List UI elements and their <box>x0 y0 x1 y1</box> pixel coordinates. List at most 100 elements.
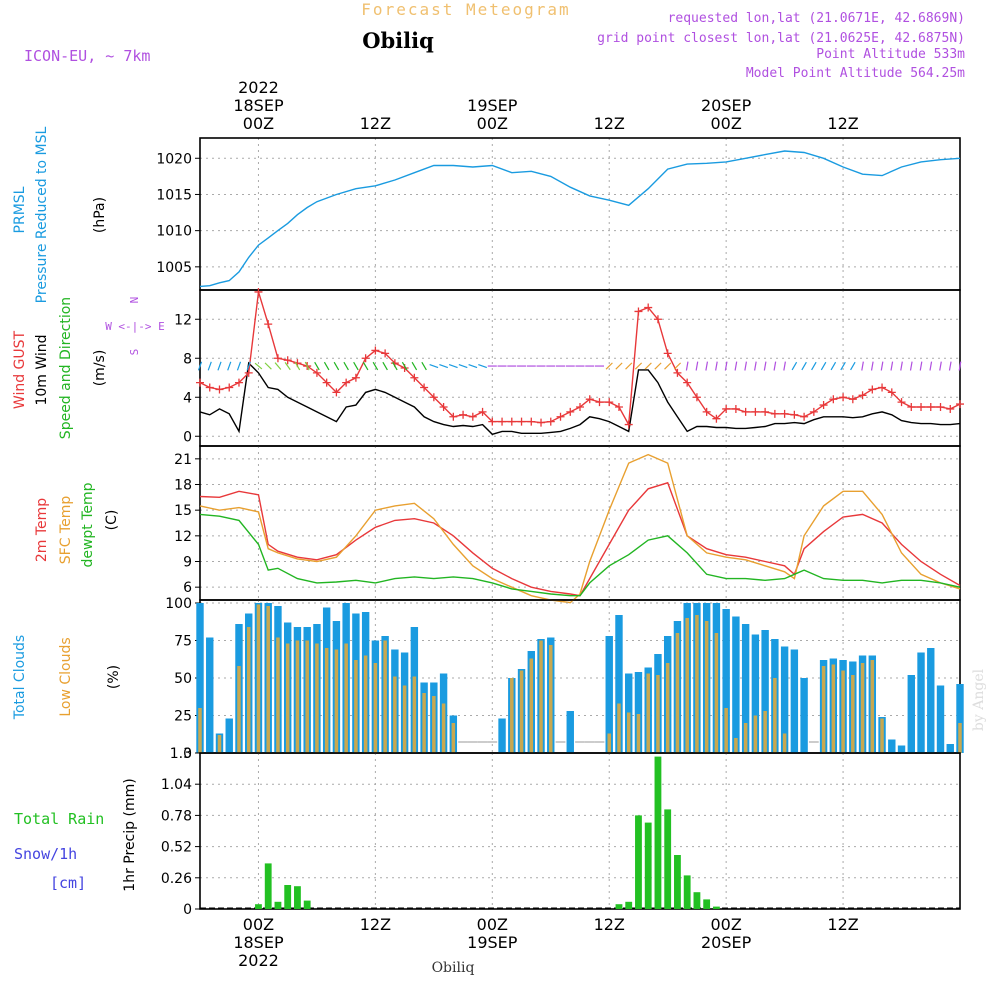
prmsl-label: PRMSL <box>12 186 28 233</box>
pct-label: (%) <box>106 665 122 689</box>
top-tick-label: 12Z <box>360 114 391 133</box>
rain-bar <box>284 885 292 909</box>
wind-direction-arrow <box>343 361 349 371</box>
gust-marker <box>381 349 390 358</box>
low-clouds-bar <box>432 696 436 753</box>
gust-marker <box>342 378 351 387</box>
wind-direction-arrow <box>744 361 748 371</box>
low-clouds-bar <box>324 648 329 753</box>
gust-marker <box>595 398 604 407</box>
low-clouds-bar <box>256 604 261 753</box>
wind-direction-arrow <box>900 361 903 371</box>
y-tick-label: 1010 <box>156 224 192 240</box>
bottom-tick-label: 00Z <box>710 915 741 934</box>
chart-title: Forecast Meteogram <box>361 0 570 19</box>
gust-marker <box>683 378 692 387</box>
gust-marker <box>897 398 906 407</box>
wind-direction-arrow <box>644 362 652 370</box>
y-tick-label: 75 <box>174 634 192 650</box>
rain-bar <box>274 901 282 909</box>
gust-marker <box>917 403 926 411</box>
dewpt-line <box>199 513 961 597</box>
watermark: by Angel <box>971 668 987 731</box>
total-clouds-bar <box>888 739 896 753</box>
prmsl-long-label: Pressure Reduced to MSL <box>34 126 50 303</box>
wind-direction-arrow <box>197 361 203 371</box>
low-clouds-bar <box>626 712 631 753</box>
wind-direction-arrow <box>724 361 728 371</box>
total-clouds-bar <box>196 603 204 753</box>
gust-marker <box>751 407 760 416</box>
low-clouds-bar <box>734 738 738 753</box>
sfc-label: SFC Temp <box>58 496 74 565</box>
y-tick-label: 9 <box>183 555 192 571</box>
bottom-year-label: 2022 <box>238 951 279 970</box>
compass-rose: N W <-|-> E S <box>105 297 165 356</box>
panel-frame <box>199 752 961 910</box>
top-tick-label: 12Z <box>827 114 858 133</box>
dewpt-label: dewpt Temp <box>80 482 96 567</box>
gust-marker <box>887 388 896 397</box>
low-clouds-bar <box>451 723 456 753</box>
gust-marker <box>546 417 555 426</box>
gust-marker <box>576 403 584 411</box>
total-clouds-bar <box>936 685 945 753</box>
gust-marker <box>361 354 370 363</box>
gust-marker <box>556 412 565 421</box>
gust-marker <box>663 349 672 358</box>
gust-marker <box>537 418 546 427</box>
gust-marker <box>449 412 458 421</box>
gust-marker <box>936 403 945 411</box>
low-clouds-bar <box>714 633 719 753</box>
low-clouds-bar <box>276 637 280 753</box>
low-clouds-bar <box>246 627 251 753</box>
wind-direction-arrow <box>246 361 251 371</box>
wind-direction-arrow <box>294 361 301 371</box>
wind-direction-arrow <box>392 361 398 371</box>
low-clouds-bar <box>773 678 777 753</box>
wind-direction-arrow <box>304 361 310 371</box>
rain-bar <box>644 822 652 909</box>
low-clouds-bar <box>763 711 767 753</box>
low-clouds-bar <box>383 640 387 753</box>
t2m-label: 2m Temp <box>34 498 50 562</box>
wind-direction-arrow <box>929 361 933 371</box>
gust-marker <box>488 417 497 426</box>
top-date-label: 20SEP <box>701 96 752 115</box>
bottom-tick-label: 12Z <box>360 915 391 934</box>
gust-marker <box>800 412 809 421</box>
panel-frame <box>199 289 961 447</box>
low-clouds-bar <box>285 643 290 753</box>
wind-direction-arrow <box>254 362 263 370</box>
total-clouds-label: Total Clouds <box>12 635 28 720</box>
total-clouds-bar <box>761 630 769 753</box>
gust-marker <box>283 356 292 365</box>
low-clouds-bar <box>724 708 728 753</box>
rain-bar <box>625 901 633 909</box>
low-clouds-bar <box>821 666 826 753</box>
gust-marker <box>819 401 828 410</box>
wind-direction-arrow <box>372 361 379 371</box>
low-clouds-bar <box>295 640 300 753</box>
gust-marker <box>702 407 711 416</box>
y-tick-label: 1.04 <box>161 777 192 793</box>
low-clouds-bar <box>685 618 689 753</box>
wind-direction-arrow <box>861 361 864 371</box>
total-clouds-bar <box>790 649 799 753</box>
low-clouds-bar <box>315 643 319 753</box>
gust-marker <box>653 315 662 324</box>
bottom-date-label: 19SEP <box>467 933 518 952</box>
low-clouds-bar <box>958 723 962 753</box>
gust-marker <box>907 403 916 411</box>
rain-bar <box>615 904 623 909</box>
wind-direction-arrow <box>478 363 487 369</box>
gust-marker <box>946 404 955 413</box>
gust-marker <box>478 407 487 416</box>
low-clouds-bar <box>363 655 368 753</box>
wind-direction-arrow <box>333 361 340 371</box>
gust-marker <box>731 404 740 413</box>
low-clouds-bar <box>656 675 660 753</box>
gust-marker <box>605 398 614 407</box>
gust-marker <box>829 395 838 404</box>
rain-bar <box>664 809 672 909</box>
